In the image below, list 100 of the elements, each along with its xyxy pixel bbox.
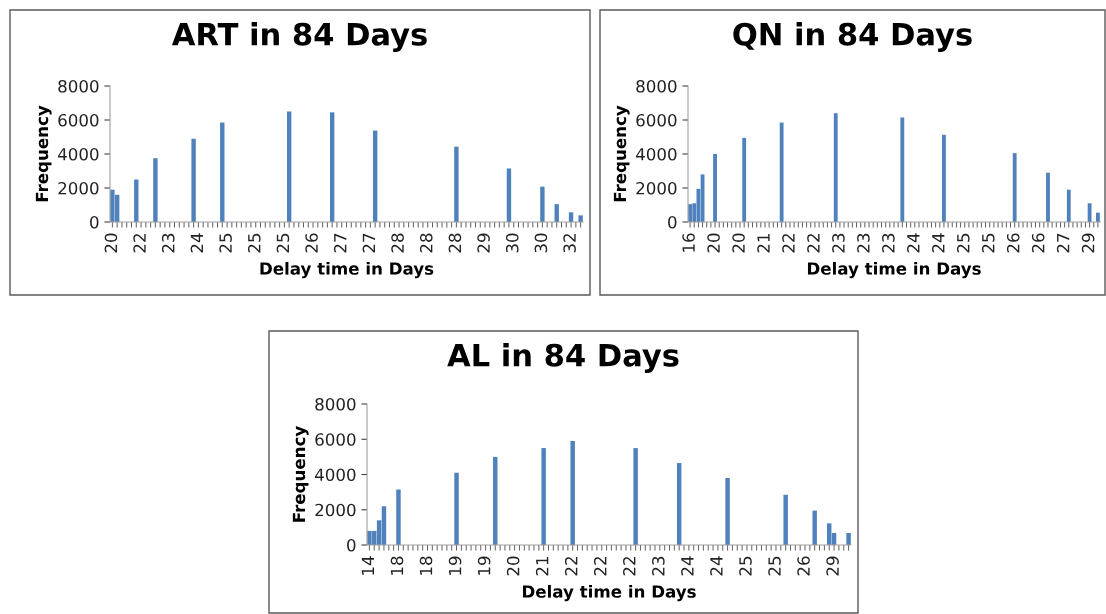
x-tick-label: 14 bbox=[361, 556, 375, 575]
y-tick-label: 4000 bbox=[57, 147, 99, 161]
bar bbox=[372, 130, 378, 222]
x-tick-label: 19 bbox=[477, 556, 491, 575]
x-tick-label: 27 bbox=[362, 233, 375, 253]
x-tick-label: 30 bbox=[534, 233, 548, 253]
bar bbox=[1012, 153, 1017, 222]
y-tick-label: 2000 bbox=[315, 503, 356, 517]
x-tick-label: 24 bbox=[907, 233, 920, 253]
y-tick-label: 0 bbox=[90, 215, 99, 229]
bar bbox=[633, 448, 638, 545]
bar bbox=[1087, 203, 1092, 222]
chart-title: ART in 84 Days bbox=[171, 22, 427, 52]
x-tick-label: 24 bbox=[710, 556, 723, 576]
x-tick-label: 25 bbox=[247, 233, 261, 253]
x-tick-label: 29 bbox=[477, 233, 490, 253]
x-tick-label: 29 bbox=[826, 556, 839, 576]
bar bbox=[454, 146, 459, 222]
y-tick-label: 0 bbox=[668, 215, 677, 229]
x-tick-label: 24 bbox=[681, 556, 694, 576]
y-tick-label: 8000 bbox=[58, 79, 99, 93]
x-tick-label: 23 bbox=[161, 233, 175, 253]
x-tick-label: 23 bbox=[857, 233, 870, 253]
x-tick-label: 25 bbox=[956, 233, 970, 253]
x-tick-label: 32 bbox=[563, 234, 576, 253]
x-tick-label: 19 bbox=[448, 556, 462, 575]
y-axis-title: Frequency bbox=[613, 105, 630, 202]
bar bbox=[286, 111, 292, 222]
x-axis-title: Delay time in Days bbox=[807, 261, 981, 279]
x-tick-label: 22 bbox=[807, 234, 820, 253]
bar bbox=[833, 113, 838, 222]
bar bbox=[713, 154, 717, 222]
bar bbox=[783, 494, 788, 545]
x-tick-label: 27 bbox=[1056, 233, 1070, 253]
y-tick-label: 2000 bbox=[636, 181, 677, 195]
x-tick-label: 16 bbox=[682, 233, 695, 252]
y-axis-title: Frequency bbox=[292, 426, 309, 522]
bar bbox=[396, 489, 401, 545]
y-tick-label: 8000 bbox=[636, 79, 677, 93]
x-tick-label: 25 bbox=[219, 233, 232, 253]
x-tick-label: 24 bbox=[932, 233, 945, 253]
x-tick-label: 28 bbox=[448, 233, 462, 253]
x-tick-label: 23 bbox=[652, 556, 665, 576]
bar bbox=[942, 134, 946, 222]
x-tick-label: 24 bbox=[190, 233, 203, 253]
y-tick-label: 4000 bbox=[314, 468, 356, 482]
bar bbox=[454, 472, 459, 545]
bar bbox=[900, 117, 905, 222]
bar bbox=[846, 533, 851, 545]
x-tick-label: 20 bbox=[506, 556, 520, 576]
x-tick-label: 28 bbox=[419, 233, 433, 253]
bar bbox=[725, 478, 730, 545]
x-tick-label: 18 bbox=[390, 556, 404, 575]
x-tick-label: 25 bbox=[981, 233, 995, 253]
x-tick-label: 23 bbox=[832, 233, 845, 253]
x-tick-label: 18 bbox=[419, 556, 433, 575]
y-tick-label: 8000 bbox=[315, 397, 356, 411]
x-tick-label: 26 bbox=[797, 556, 810, 576]
x-tick-label: 30 bbox=[505, 233, 519, 253]
x-tick-label: 20 bbox=[104, 233, 118, 253]
chart-title: QN in 84 Days bbox=[733, 22, 972, 52]
y-tick-label: 6000 bbox=[315, 433, 356, 446]
x-tick-label: 20 bbox=[707, 233, 720, 253]
x-tick-label: 22 bbox=[133, 234, 146, 253]
x-axis-title: Delay time in Days bbox=[260, 261, 434, 279]
y-axis-title: Frequency bbox=[35, 105, 52, 202]
bar bbox=[540, 186, 545, 222]
bar bbox=[191, 138, 196, 222]
y-tick-label: 4000 bbox=[635, 147, 677, 161]
bar bbox=[541, 448, 546, 545]
y-tick-label: 6000 bbox=[58, 113, 99, 127]
x-tick-label: 29 bbox=[1081, 233, 1095, 253]
x-axis-title: Delay time in Days bbox=[522, 584, 696, 602]
x-tick-label: 20 bbox=[732, 233, 745, 253]
bar bbox=[329, 112, 335, 222]
bar bbox=[506, 168, 512, 222]
bar bbox=[812, 510, 817, 545]
x-tick-label: 22 bbox=[623, 557, 636, 576]
bar bbox=[779, 122, 784, 222]
x-tick-label: 25 bbox=[739, 556, 752, 576]
chart-title: AL in 84 Days bbox=[447, 343, 679, 373]
y-tick-label: 0 bbox=[347, 538, 356, 552]
x-tick-label: 25 bbox=[276, 233, 290, 253]
x-tick-label: 26 bbox=[1006, 233, 1020, 253]
x-tick-label: 28 bbox=[391, 233, 404, 253]
x-tick-label: 22 bbox=[593, 557, 607, 576]
y-tick-label: 6000 bbox=[636, 113, 677, 127]
x-tick-label: 22 bbox=[564, 557, 578, 576]
x-tick-label: 25 bbox=[768, 556, 781, 576]
x-tick-label: 26 bbox=[305, 233, 318, 253]
x-tick-label: 21 bbox=[757, 233, 770, 253]
bar bbox=[578, 215, 583, 222]
bar bbox=[570, 441, 575, 545]
x-tick-label: 21 bbox=[535, 556, 549, 576]
x-tick-label: 27 bbox=[333, 233, 347, 253]
x-tick-label: 23 bbox=[882, 233, 895, 253]
bar bbox=[1046, 172, 1050, 222]
x-tick-label: 22 bbox=[782, 234, 795, 253]
bar bbox=[742, 137, 747, 222]
bar bbox=[220, 122, 225, 222]
